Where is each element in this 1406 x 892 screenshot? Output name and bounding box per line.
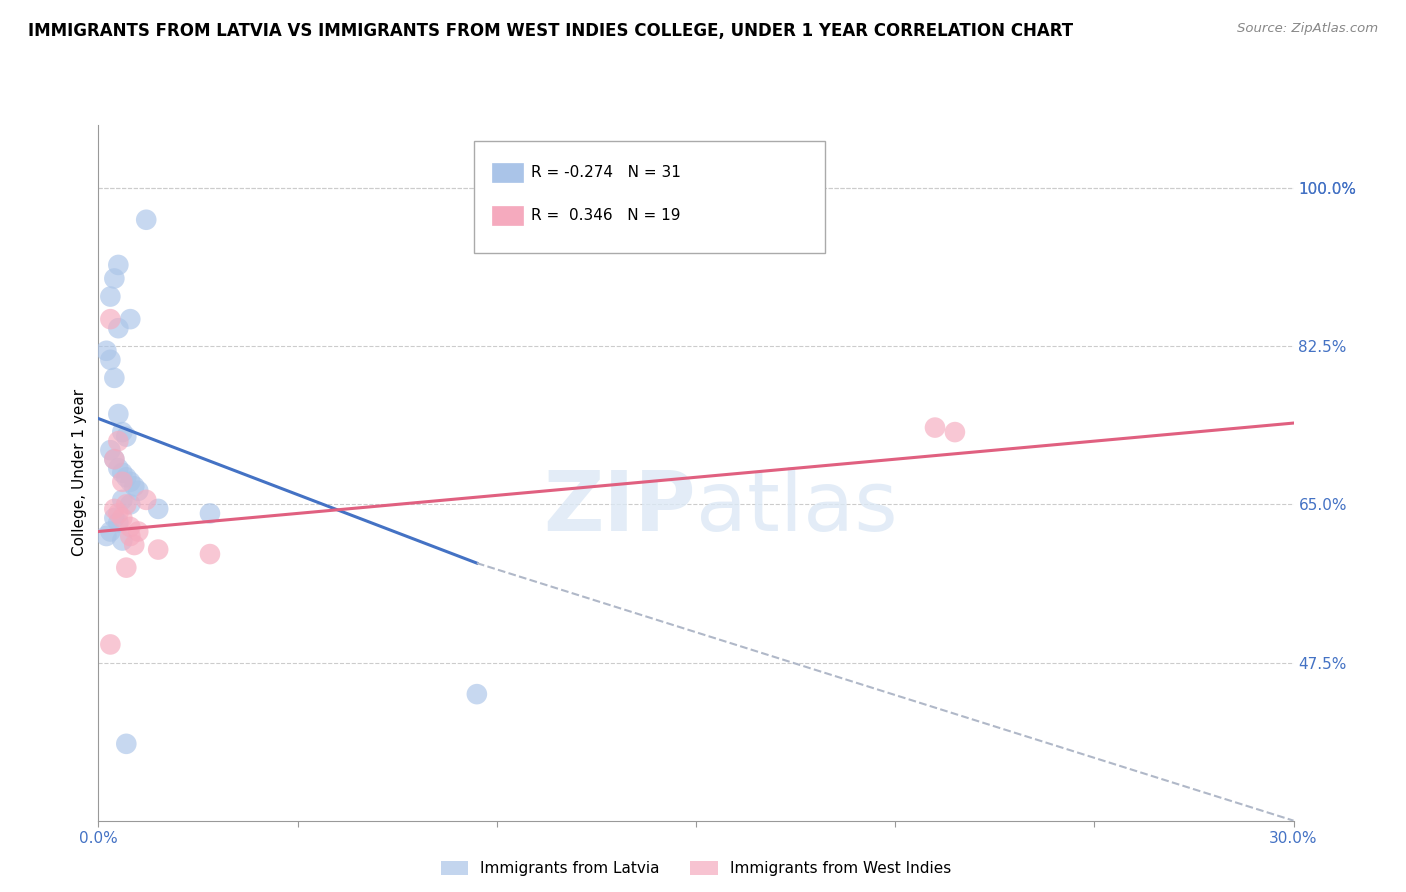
Point [115,737,138,751]
Point [107,434,129,449]
Point [107,461,129,475]
Point [103,371,125,385]
Point [103,502,125,516]
Point [115,497,138,511]
Y-axis label: College, Under 1 year: College, Under 1 year [72,389,87,557]
Point [115,429,138,443]
Point [103,271,125,285]
Point [96,343,118,358]
Point [198,547,221,561]
Text: R =  0.346   N = 19: R = 0.346 N = 19 [531,208,681,223]
Point [98,637,122,651]
Point [120,520,142,534]
Point [124,538,146,552]
Point [103,452,125,467]
Point [111,425,134,439]
Point [107,507,129,521]
Point [98,524,122,539]
Point [198,507,221,521]
Point [107,407,129,421]
Point [465,687,488,701]
Text: ZIP: ZIP [544,467,696,548]
Point [943,425,966,439]
Text: R = -0.274   N = 31: R = -0.274 N = 31 [531,165,682,180]
Legend: Immigrants from Latvia, Immigrants from West Indies: Immigrants from Latvia, Immigrants from … [434,855,957,882]
Point [96,529,118,543]
Point [107,516,129,530]
Point [120,529,142,543]
Text: IMMIGRANTS FROM LATVIA VS IMMIGRANTS FROM WEST INDIES COLLEGE, UNDER 1 YEAR CORR: IMMIGRANTS FROM LATVIA VS IMMIGRANTS FRO… [28,22,1073,40]
Point [120,312,142,326]
Point [120,497,142,511]
Point [98,443,122,458]
Point [115,560,138,574]
Point [98,312,122,326]
Text: atlas: atlas [696,467,897,548]
Point [111,533,134,548]
Point [127,483,149,498]
Point [98,289,122,303]
Point [124,479,146,493]
Point [103,452,125,467]
Point [111,475,134,489]
Point [111,466,134,480]
Point [103,511,125,525]
Point [107,258,129,272]
Point [115,470,138,484]
Point [127,524,149,539]
Text: Source: ZipAtlas.com: Source: ZipAtlas.com [1237,22,1378,36]
Point [111,492,134,507]
Point [111,511,134,525]
Point [107,321,129,335]
Point [148,542,170,557]
Point [120,475,142,489]
Point [135,492,157,507]
Point [924,420,946,434]
Point [148,502,170,516]
Point [135,212,157,227]
Point [98,352,122,367]
